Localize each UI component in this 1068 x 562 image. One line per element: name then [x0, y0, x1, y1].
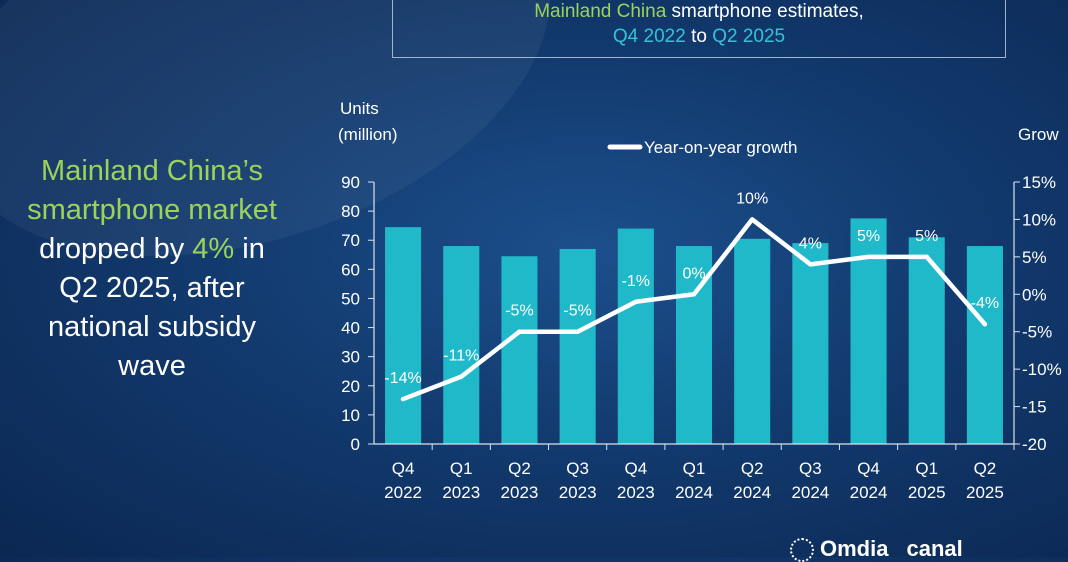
x-tick-label-year: 2023 — [501, 483, 539, 502]
headline-line3-c: in — [234, 233, 265, 265]
brand-name: Omdia — [820, 536, 889, 561]
x-tick-label-year: 2023 — [617, 483, 655, 502]
x-tick-label-year: 2024 — [733, 483, 771, 502]
growth-point — [633, 299, 639, 304]
growth-point — [749, 217, 755, 222]
y2-axis-title: Grow — [1018, 125, 1059, 144]
y-tick-label: 30 — [341, 348, 360, 367]
growth-data-label: -11% — [443, 348, 479, 365]
omdia-logo-icon — [790, 538, 814, 562]
growth-point — [808, 262, 813, 267]
growth-point — [459, 374, 464, 379]
x-tick-label-quarter: Q1 — [450, 459, 473, 478]
y-axis-title-line1: Units — [340, 99, 379, 118]
bar — [443, 246, 480, 444]
headline-percent: 4% — [192, 233, 235, 265]
title-end-quarter: Q2 2025 — [712, 26, 786, 47]
x-tick-label-year: 2024 — [850, 483, 888, 502]
headline-line3: dropped by 4% in — [0, 230, 312, 269]
y-tick-label: 40 — [341, 319, 360, 338]
x-tick-label-year: 2022 — [384, 483, 422, 502]
y-tick-label: 50 — [341, 289, 360, 308]
x-tick-label-year: 2025 — [966, 483, 1004, 502]
y-tick-label: 0 — [351, 435, 360, 454]
y-tick-label: 70 — [341, 231, 360, 250]
x-tick-label-quarter: Q3 — [566, 459, 589, 478]
growth-data-label: 5% — [857, 228, 880, 245]
y-tick-label: 80 — [341, 202, 360, 221]
headline: Mainland China’s smartphone market dropp… — [0, 152, 312, 386]
y2-tick-label: -10% — [1022, 360, 1062, 379]
x-tick-label-quarter: Q4 — [857, 459, 880, 478]
x-tick-label-quarter: Q3 — [799, 459, 822, 478]
bar — [385, 227, 422, 444]
title-to: to — [685, 26, 713, 47]
title-region: Mainland China — [534, 1, 667, 22]
headline-line3-a: dropped by — [39, 233, 193, 265]
x-tick-label-quarter: Q1 — [915, 459, 938, 478]
headline-line2: smartphone market — [27, 194, 277, 226]
growth-point — [517, 329, 522, 334]
legend-label: Year-on-year growth — [644, 138, 797, 157]
y-axis-title-line2: (million) — [338, 125, 398, 144]
growth-data-label: -4% — [971, 295, 999, 312]
y2-tick-label: -5% — [1022, 323, 1052, 342]
bar — [734, 238, 771, 444]
bar — [966, 246, 1003, 444]
y2-tick-label: -15 — [1022, 398, 1047, 417]
y2-tick-label: -20 — [1022, 435, 1047, 454]
growth-point — [691, 292, 697, 297]
x-tick-label-year: 2023 — [442, 483, 480, 502]
brand-partner: canal — [906, 536, 963, 561]
bar — [559, 248, 596, 444]
bar — [501, 256, 538, 444]
y2-tick-label: 5% — [1022, 248, 1047, 267]
growth-data-label: -5% — [505, 303, 533, 320]
growth-data-label: -1% — [622, 273, 650, 290]
title-rest: smartphone estimates, — [666, 1, 864, 22]
chart-title-line1: Mainland China smartphone estimates, — [393, 0, 1005, 24]
growth-point — [924, 254, 929, 260]
growth-data-label: 5% — [915, 228, 938, 245]
y2-tick-label: 15% — [1022, 173, 1056, 192]
y2-tick-label: 0% — [1022, 285, 1047, 304]
chart-title-line2: Q4 2022 to Q2 2025 — [393, 24, 1005, 49]
headline-line6: wave — [118, 350, 186, 382]
y-tick-label: 90 — [341, 173, 360, 192]
x-tick-label-quarter: Q2 — [741, 459, 764, 478]
growth-data-label: -14% — [384, 370, 421, 387]
chart-title-box: Mainland China smartphone estimates, Q4 … — [392, 0, 1006, 58]
x-tick-label-quarter: Q2 — [508, 459, 531, 478]
growth-point — [866, 254, 871, 260]
bar — [792, 243, 829, 444]
x-tick-label-year: 2024 — [675, 483, 713, 502]
x-tick-label-quarter: Q2 — [974, 459, 997, 478]
x-tick-label-quarter: Q4 — [624, 459, 647, 478]
growth-data-label: 4% — [799, 235, 822, 252]
x-tick-label-quarter: Q1 — [683, 459, 706, 478]
growth-point — [982, 322, 988, 327]
bar — [850, 218, 887, 444]
brand: Omdia canal — [790, 536, 963, 562]
y-tick-label: 10 — [341, 406, 360, 425]
x-tick-label-year: 2023 — [559, 483, 597, 502]
x-tick-label-quarter: Q4 — [392, 459, 415, 478]
y-tick-label: 60 — [341, 260, 360, 279]
growth-data-label: -5% — [563, 303, 591, 320]
y-tick-label: 20 — [341, 377, 360, 396]
growth-data-label: 0% — [682, 265, 705, 282]
x-tick-label-year: 2024 — [791, 483, 829, 502]
growth-point — [400, 396, 406, 402]
growth-data-label: 10% — [736, 190, 768, 207]
y2-tick-label: 10% — [1022, 210, 1056, 229]
headline-line1: Mainland China’s — [41, 155, 263, 187]
growth-point — [575, 329, 580, 334]
headline-line4: Q2 2025, after — [59, 272, 245, 304]
title-start-quarter: Q4 2022 — [612, 26, 686, 47]
bar — [617, 228, 654, 444]
headline-line5: national subsidy — [48, 311, 256, 343]
x-tick-label-year: 2025 — [908, 483, 946, 502]
